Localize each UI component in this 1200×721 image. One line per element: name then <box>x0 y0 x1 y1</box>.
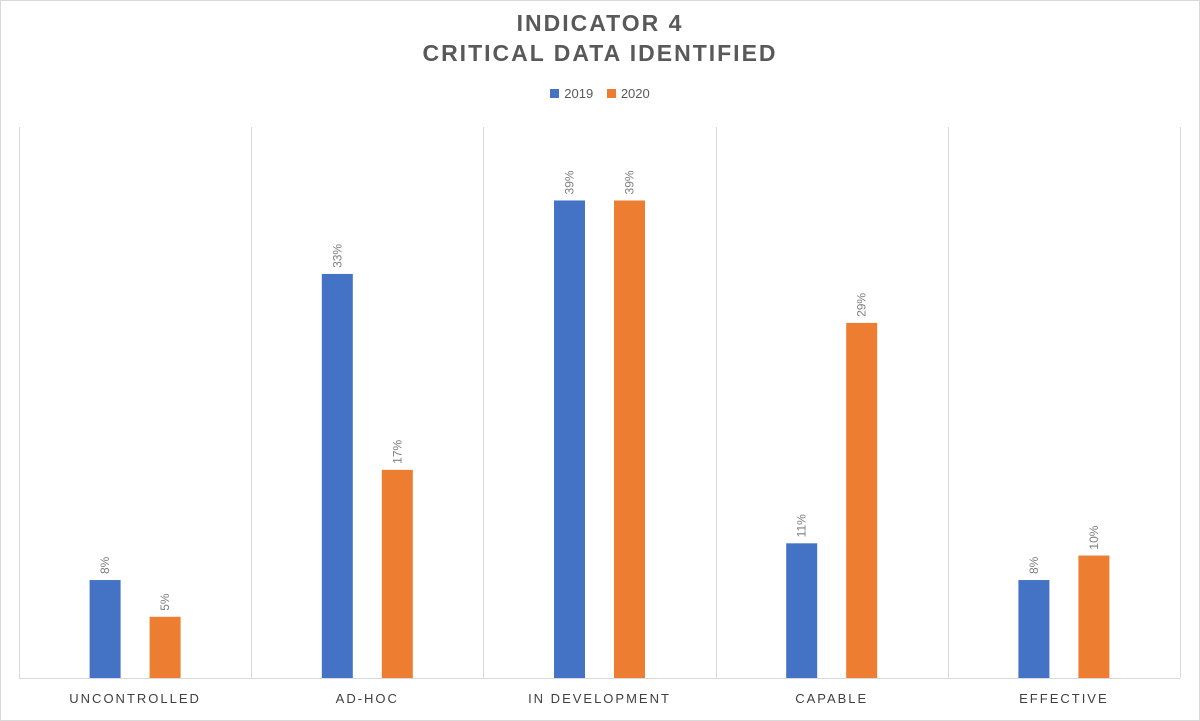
data-label: 8% <box>1027 556 1041 574</box>
legend-item-2020: 2020 <box>606 86 650 101</box>
legend-item-2019: 2019 <box>550 86 593 101</box>
bar-2020-ad-hoc <box>381 469 413 678</box>
x-tick-label: EFFECTIVE <box>1019 691 1109 706</box>
data-label: 29% <box>855 293 869 317</box>
chart-legend: 2019 2020 <box>0 86 1200 101</box>
chart-title-line2: CRITICAL DATA IDENTIFIED <box>422 40 778 66</box>
chart-title-line1: INDICATOR 4 <box>516 10 684 36</box>
x-tick-label: UNCONTROLLED <box>69 691 201 706</box>
data-label: 39% <box>623 170 637 194</box>
data-label: 17% <box>390 439 404 463</box>
x-tick-label: CAPABLE <box>795 691 868 706</box>
data-label: 11% <box>795 514 809 537</box>
legend-swatch-2019 <box>550 89 560 98</box>
legend-label-2020: 2020 <box>620 86 650 101</box>
legend-label-2019: 2019 <box>564 86 594 101</box>
data-label: 39% <box>563 170 577 194</box>
bar-2020-uncontrolled <box>149 616 181 678</box>
bar-2020-effective <box>1078 555 1110 678</box>
bar-2019-effective <box>1018 580 1050 678</box>
data-label: 10% <box>1087 525 1101 549</box>
legend-swatch-2020 <box>606 89 616 98</box>
data-label: 8% <box>98 556 112 574</box>
bar-2019-uncontrolled <box>89 580 121 678</box>
x-tick-label: IN DEVELOPMENT <box>528 691 671 706</box>
bar-2019-ad-hoc <box>321 273 353 678</box>
bar-2019-in-development <box>554 200 585 678</box>
data-label: 5% <box>158 593 172 611</box>
bar-2020-capable <box>846 322 878 678</box>
bar-2020-in-development <box>614 200 645 678</box>
bar-2019-capable <box>786 543 818 678</box>
x-tick-label: AD-HOC <box>336 691 399 706</box>
data-label: 33% <box>330 244 344 268</box>
